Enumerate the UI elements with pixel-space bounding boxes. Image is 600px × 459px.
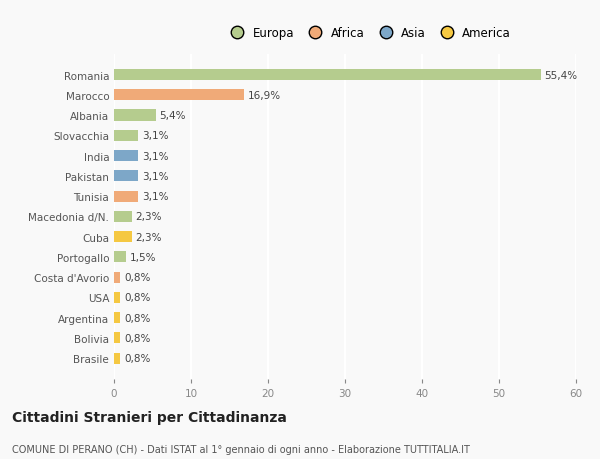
Text: 2,3%: 2,3% xyxy=(136,212,162,222)
Text: 0,8%: 0,8% xyxy=(124,353,151,364)
Bar xyxy=(114,130,138,141)
Bar xyxy=(114,252,125,263)
Text: 16,9%: 16,9% xyxy=(248,90,281,101)
Bar xyxy=(114,292,120,303)
Bar xyxy=(114,90,244,101)
Bar xyxy=(114,110,155,121)
Bar xyxy=(114,313,120,324)
Bar xyxy=(114,191,138,202)
Text: 55,4%: 55,4% xyxy=(544,70,578,80)
Bar xyxy=(114,353,120,364)
Bar xyxy=(114,70,541,81)
Text: 5,4%: 5,4% xyxy=(160,111,186,121)
Bar xyxy=(114,333,120,344)
Text: 0,8%: 0,8% xyxy=(124,313,151,323)
Text: 0,8%: 0,8% xyxy=(124,333,151,343)
Text: COMUNE DI PERANO (CH) - Dati ISTAT al 1° gennaio di ogni anno - Elaborazione TUT: COMUNE DI PERANO (CH) - Dati ISTAT al 1°… xyxy=(12,444,470,454)
Bar xyxy=(114,231,132,243)
Bar xyxy=(114,272,120,283)
Text: 3,1%: 3,1% xyxy=(142,192,168,202)
Bar xyxy=(114,211,132,223)
Text: Cittadini Stranieri per Cittadinanza: Cittadini Stranieri per Cittadinanza xyxy=(12,411,287,425)
Bar xyxy=(114,151,138,162)
Text: 3,1%: 3,1% xyxy=(142,151,168,161)
Text: 3,1%: 3,1% xyxy=(142,131,168,141)
Legend: Europa, Africa, Asia, America: Europa, Africa, Asia, America xyxy=(221,22,515,45)
Text: 0,8%: 0,8% xyxy=(124,293,151,303)
Text: 0,8%: 0,8% xyxy=(124,273,151,283)
Bar xyxy=(114,171,138,182)
Text: 1,5%: 1,5% xyxy=(130,252,156,262)
Text: 3,1%: 3,1% xyxy=(142,172,168,181)
Text: 2,3%: 2,3% xyxy=(136,232,162,242)
